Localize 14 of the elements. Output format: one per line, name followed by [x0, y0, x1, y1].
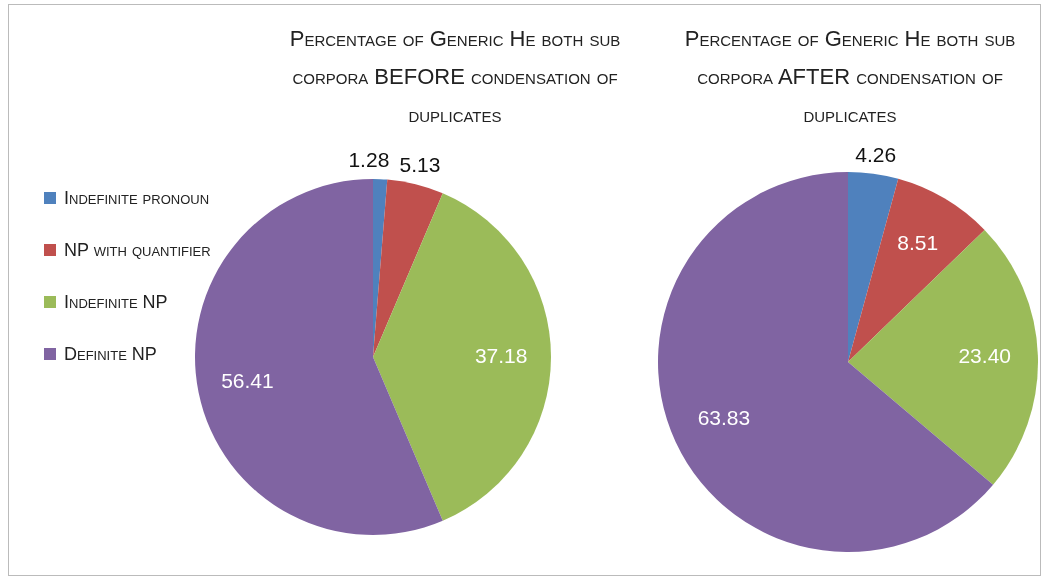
data-label: 56.41: [221, 369, 274, 393]
legend-label: Definite NP: [64, 343, 157, 366]
data-label: 1.28: [348, 147, 390, 171]
chart-title: Percentage of Generic He both sub corpora BEFORE condensation of duplicates: [288, 25, 622, 129]
data-label: 5.13: [399, 153, 441, 177]
data-label: 23.40: [958, 344, 1012, 368]
data-label: 8.51: [897, 231, 939, 255]
legend-label: Indefinite NP: [64, 291, 168, 314]
data-label: 63.83: [697, 406, 751, 430]
data-label: 4.26: [855, 142, 897, 166]
legend-label: Indefinite pronoun: [64, 187, 210, 210]
chart-title: Percentage of Generic He both sub corpora AFTER condensation of duplicates: [683, 25, 1017, 129]
legend-label: NP with quantifier: [64, 239, 211, 262]
data-label: 37.18: [474, 343, 528, 367]
